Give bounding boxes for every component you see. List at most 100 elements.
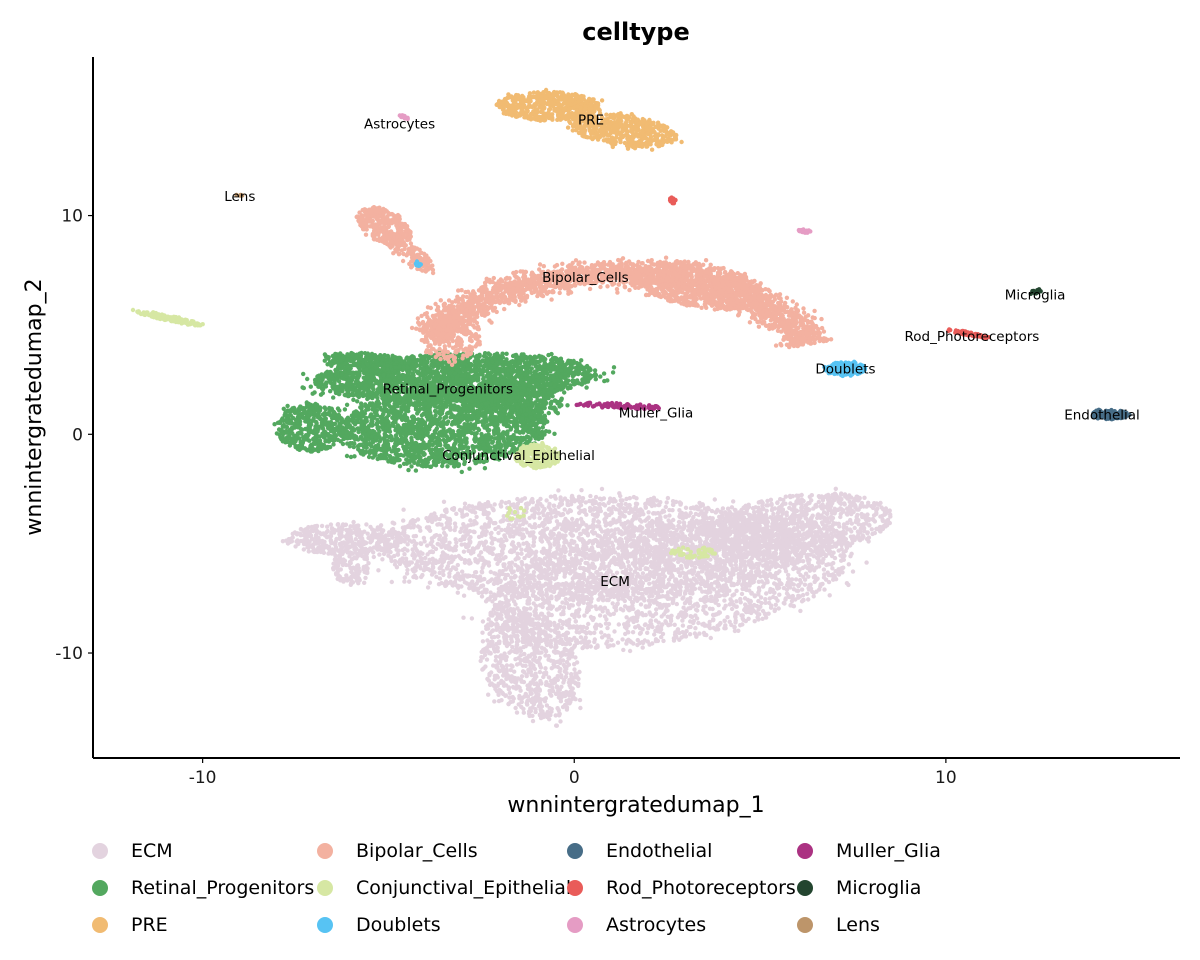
point — [802, 577, 808, 582]
point — [601, 502, 606, 507]
point — [610, 601, 615, 606]
point — [733, 620, 738, 625]
point — [688, 522, 693, 528]
point — [663, 619, 668, 624]
point — [752, 619, 757, 624]
point — [777, 592, 782, 597]
point — [604, 532, 610, 537]
point — [515, 595, 520, 600]
point — [437, 516, 442, 522]
point — [549, 515, 554, 520]
point — [624, 641, 629, 646]
point — [551, 503, 556, 508]
point — [451, 507, 456, 512]
point — [673, 578, 678, 584]
point — [482, 576, 487, 582]
point — [534, 596, 539, 602]
point — [583, 530, 589, 536]
point — [649, 573, 654, 578]
point — [567, 590, 572, 595]
point — [644, 530, 649, 536]
point — [501, 562, 506, 567]
point — [710, 516, 715, 521]
point — [641, 559, 646, 565]
point — [677, 590, 683, 595]
point — [402, 579, 407, 584]
point — [647, 602, 652, 607]
point — [501, 556, 506, 561]
point — [491, 521, 496, 526]
point — [668, 561, 673, 566]
point — [483, 502, 488, 507]
point — [471, 529, 476, 534]
point — [599, 486, 605, 492]
point — [852, 525, 857, 531]
point — [688, 614, 693, 619]
point — [602, 633, 607, 638]
point — [631, 529, 637, 534]
point — [621, 647, 626, 653]
point — [814, 589, 819, 594]
point — [655, 625, 660, 630]
point — [605, 639, 610, 644]
point — [805, 558, 810, 563]
point — [763, 571, 768, 576]
point — [611, 546, 616, 552]
point — [620, 594, 626, 600]
point — [631, 619, 636, 625]
point — [749, 560, 754, 565]
point — [708, 568, 713, 573]
point — [755, 615, 760, 620]
point — [713, 597, 719, 603]
point — [630, 630, 636, 635]
point — [462, 542, 467, 547]
point — [662, 567, 668, 572]
point — [443, 583, 449, 588]
point — [841, 557, 846, 562]
point — [480, 590, 485, 595]
point — [509, 549, 514, 555]
point — [391, 553, 397, 559]
point — [644, 577, 650, 582]
point — [822, 587, 827, 592]
point — [646, 515, 651, 521]
point — [734, 599, 739, 604]
point — [777, 569, 782, 574]
point — [721, 586, 727, 592]
point — [435, 522, 440, 527]
point — [412, 518, 418, 524]
point — [498, 502, 503, 507]
point — [734, 588, 739, 593]
point — [554, 597, 559, 602]
point — [646, 626, 651, 631]
point — [424, 516, 429, 521]
point — [698, 565, 703, 570]
point — [695, 526, 700, 532]
point — [433, 517, 438, 522]
point — [544, 572, 549, 578]
point — [632, 549, 637, 555]
point — [620, 637, 625, 642]
point — [697, 531, 702, 536]
point — [781, 585, 787, 591]
point — [568, 524, 573, 529]
point — [682, 601, 688, 606]
point — [833, 577, 839, 582]
point — [680, 618, 685, 623]
point — [559, 625, 564, 631]
point — [605, 644, 611, 649]
point — [485, 580, 491, 585]
point — [671, 524, 676, 529]
point — [546, 599, 552, 605]
point — [676, 519, 682, 525]
point — [742, 596, 748, 601]
point — [663, 584, 668, 590]
point — [476, 505, 481, 511]
point — [536, 511, 542, 516]
point — [640, 627, 645, 632]
point — [425, 585, 431, 590]
point — [543, 581, 548, 586]
point — [562, 584, 567, 589]
point — [619, 589, 624, 595]
point — [394, 547, 399, 552]
